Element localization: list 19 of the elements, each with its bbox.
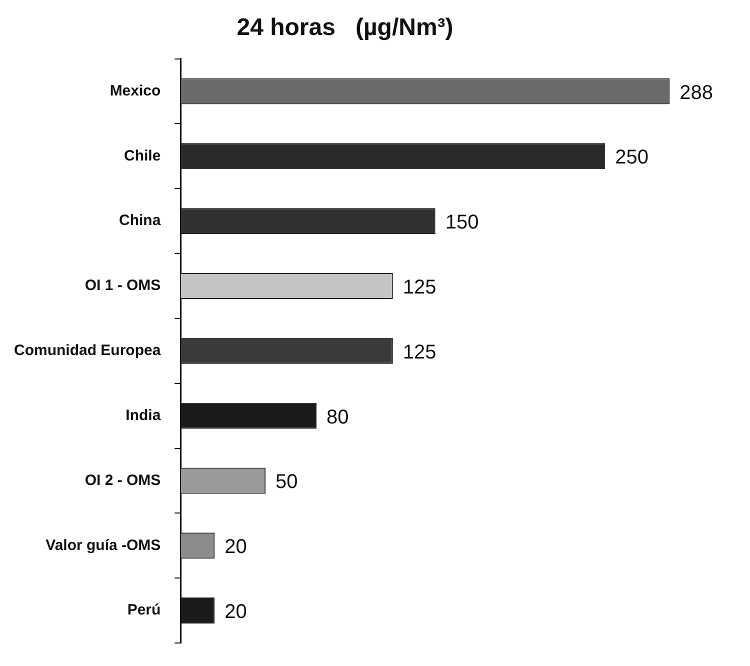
- data-label: 125: [402, 341, 436, 364]
- data-label: 150: [445, 212, 479, 234]
- chart-title: 24 horas (µg/Nm³): [236, 14, 454, 42]
- y-tick-label: Chile: [124, 147, 161, 164]
- data-label: 125: [402, 276, 436, 299]
- y-tick-label: Mexico: [110, 82, 161, 100]
- y-tick-label: India: [126, 406, 162, 424]
- data-label: 50: [276, 471, 298, 494]
- y-tick-label: Valor guía -OMS: [46, 536, 161, 554]
- y-tick-label: Perú: [127, 602, 161, 619]
- data-label: 80: [326, 406, 349, 428]
- data-label: 250: [615, 146, 648, 169]
- y-tick-label: China: [119, 212, 162, 230]
- y-tick-label: Comunidad Europea: [14, 342, 162, 360]
- data-label: 20: [224, 601, 247, 624]
- data-label: 288: [680, 82, 713, 104]
- data-label: 20: [224, 536, 247, 558]
- y-tick-label: OI 2 - OMS: [84, 472, 161, 489]
- y-tick-label: OI 1 - OMS: [84, 277, 161, 294]
